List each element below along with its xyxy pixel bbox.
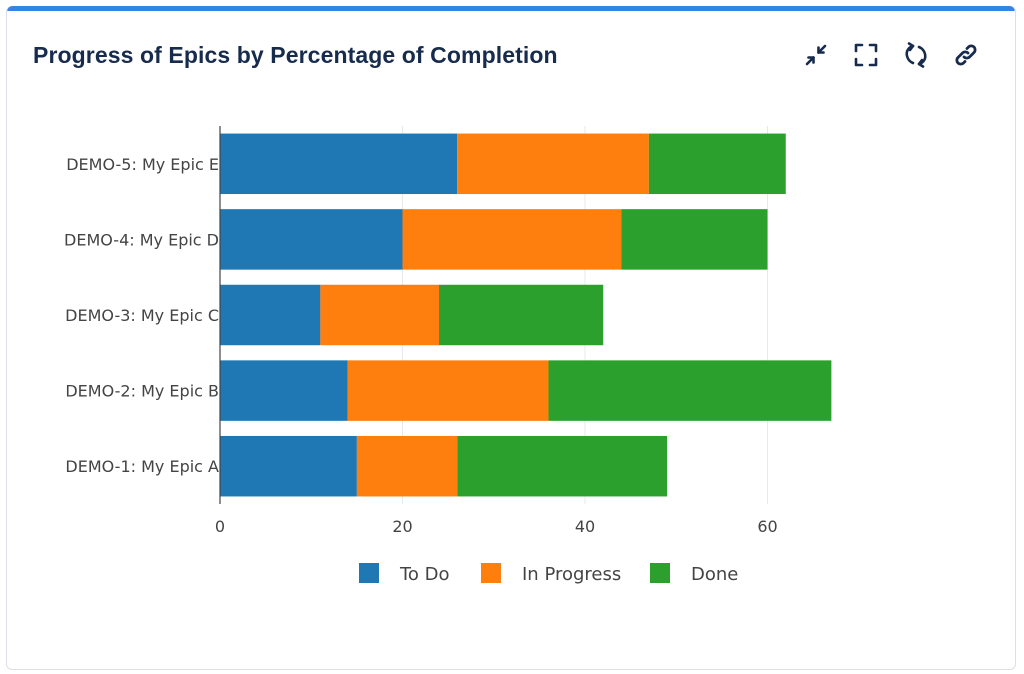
bar: [356, 435, 458, 497]
bar: [220, 435, 357, 497]
legend-label: In Progress: [522, 564, 621, 585]
x-tick-label: 60: [757, 517, 777, 536]
x-tick-label: 0: [215, 517, 225, 536]
bar: [347, 360, 549, 421]
legend-swatch: [650, 563, 670, 583]
category-label: DEMO-5: My Epic E: [66, 155, 219, 174]
minimize-button[interactable]: [799, 38, 833, 72]
bar: [648, 133, 786, 195]
minimize-icon: [805, 44, 827, 66]
bar: [457, 435, 668, 497]
bar: [548, 360, 832, 421]
bar: [402, 209, 622, 270]
link-button[interactable]: [949, 38, 983, 72]
bar: [439, 284, 604, 346]
bar: [621, 209, 768, 270]
bar: [320, 284, 439, 346]
category-label: DEMO-1: My Epic A: [65, 457, 219, 476]
legend-swatch: [359, 563, 379, 583]
bar: [220, 209, 403, 270]
refresh-button[interactable]: [899, 38, 933, 72]
x-tick-label: 20: [392, 517, 412, 536]
bar: [220, 284, 321, 346]
category-label: DEMO-2: My Epic B: [65, 382, 219, 401]
legend-label: Done: [691, 564, 738, 585]
card-accent-bar: [7, 6, 1015, 11]
legend-swatch: [481, 563, 501, 583]
fullscreen-button[interactable]: [849, 38, 883, 72]
card-actions: [799, 38, 983, 72]
bar: [457, 133, 649, 195]
refresh-icon: [905, 42, 927, 68]
category-label: DEMO-3: My Epic C: [65, 306, 219, 325]
link-icon: [955, 44, 977, 66]
bar: [220, 360, 348, 421]
x-tick-label: 40: [575, 517, 595, 536]
legend-label: To Do: [399, 564, 450, 585]
bar: [220, 133, 458, 195]
category-label: DEMO-4: My Epic D: [64, 230, 219, 249]
chart-title: Progress of Epics by Percentage of Compl…: [33, 42, 558, 68]
fullscreen-icon: [854, 43, 878, 67]
